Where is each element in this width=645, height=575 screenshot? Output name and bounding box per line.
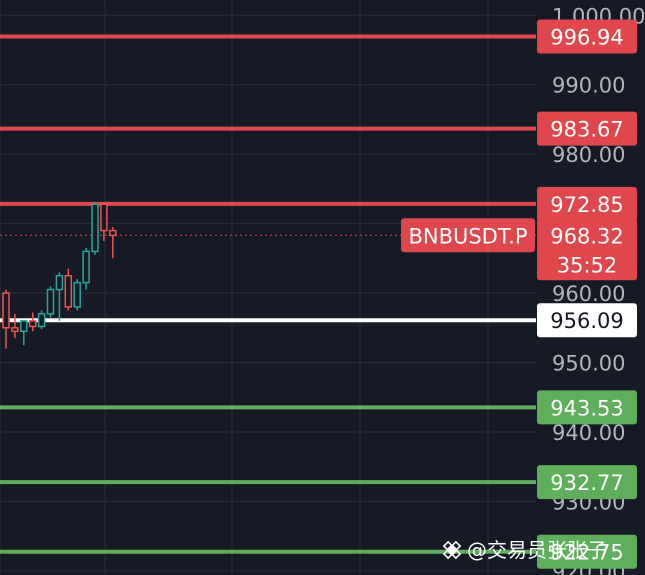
candle [2,289,10,349]
price-tags-layer: 996.94 983.67 972.85 943.53 932.77 922.75 956.… [401,19,637,569]
candle [28,312,37,332]
candles-layer [2,202,117,349]
support-level-0-tag [537,390,637,425]
candle [55,272,64,321]
candle [37,310,46,330]
candle-body [91,203,99,253]
candle-body [64,274,73,308]
support-level-1-tag [537,465,637,500]
resistance-level-0-label: 996.94 [550,26,623,50]
grid-layer [0,0,536,575]
resistance-level-1-tag [537,111,637,146]
watermark: @交易员张张子 [442,538,607,562]
price-tick-label: 950.00 [552,352,625,376]
price-tick-label: 960.00 [552,282,625,306]
support-level-1-label: 932.77 [550,471,623,495]
candle [64,268,73,311]
resistance-level-1-label: 983.67 [550,118,623,142]
pivot-level-tag [537,303,637,338]
candle-body [109,229,117,237]
candle [20,320,28,346]
support-level-0-label: 943.53 [550,396,623,420]
candle [109,227,117,259]
candle-body [82,250,90,284]
candle [73,279,81,311]
candle [46,286,55,318]
support-level-2-tag [537,534,637,569]
price-tick-label: 940.00 [552,421,625,445]
resistance-level-2-label: 972.85 [550,193,623,217]
candle-body [73,281,81,308]
resistance-level-2-tag [537,186,637,221]
last-price-label: 968.32 [550,224,623,248]
symbol-label: BNBUSDT.P [408,224,527,248]
last-price-tag [537,218,637,281]
candle [11,313,19,339]
candle-body [2,292,10,329]
candle-body [28,320,37,328]
candle [100,202,108,241]
candle-body [20,320,28,333]
watermark-text: @交易员张张子 [467,538,607,562]
support-level-2-label: 922.75 [550,541,623,565]
symbol-tag [401,218,535,253]
candle-body [46,288,55,315]
pivot-level-label: 956.09 [550,309,623,333]
resistance-level-0-tag [537,19,637,54]
candle-body [37,313,46,328]
candle [91,202,99,255]
countdown-label: 35:52 [557,253,618,277]
candle-body [11,327,19,332]
candle [82,247,90,290]
binance-diamond-icon [442,540,462,560]
price-tick-label: 990.00 [552,74,625,98]
price-tick-label: 980.00 [552,143,625,167]
candle-body [55,274,64,291]
candle-body [100,203,108,232]
